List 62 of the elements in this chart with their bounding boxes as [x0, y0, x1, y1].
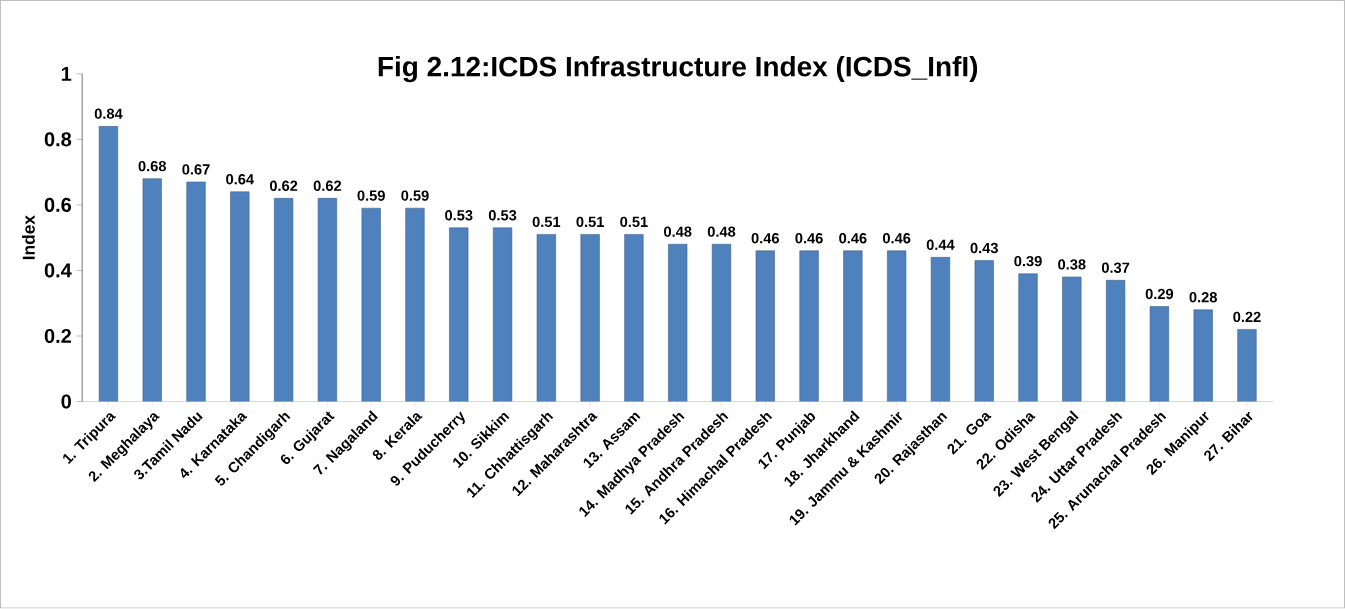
- data-label: 0.22: [1233, 311, 1261, 323]
- data-label: 0.53: [488, 210, 517, 221]
- data-label: 0.48: [707, 226, 736, 238]
- y-tick-label: 0: [61, 394, 71, 409]
- data-label: 0.46: [751, 233, 780, 244]
- data-label: 0.37: [1101, 262, 1130, 274]
- y-tick-label: 0.8: [44, 132, 72, 147]
- data-label: 0.53: [445, 210, 473, 221]
- bar: [1062, 276, 1082, 402]
- data-label: 0.68: [138, 161, 167, 172]
- bar: [405, 208, 425, 402]
- bar: [186, 181, 206, 402]
- data-label: 0.48: [664, 226, 692, 238]
- bar: [1149, 306, 1169, 402]
- data-label: 0.29: [1145, 288, 1174, 300]
- bar: [711, 244, 732, 402]
- bar: [142, 178, 162, 402]
- data-label: 0.51: [576, 216, 604, 228]
- y-tick-label: 1: [61, 67, 72, 81]
- bar: [98, 126, 119, 402]
- data-label: 0.46: [882, 233, 911, 244]
- bar: [755, 250, 775, 402]
- bar: [449, 227, 469, 402]
- y-tick-label: 0.6: [44, 198, 72, 213]
- bar: [1237, 329, 1257, 402]
- data-label: 0.62: [269, 180, 298, 192]
- bar: [317, 198, 337, 402]
- bar: [887, 250, 907, 402]
- data-label: 0.84: [94, 108, 123, 120]
- data-label: 0.28: [1189, 292, 1217, 303]
- data-label: 0.43: [970, 243, 998, 254]
- bar: [843, 250, 863, 402]
- y-axis-title: Index: [22, 215, 35, 260]
- data-label: 0.64: [226, 174, 254, 185]
- chart-title: Fig 2.12:ICDS Infrastructure Index (ICDS_InfI): [378, 56, 978, 83]
- data-label: 0.51: [620, 216, 648, 228]
- data-label: 0.46: [795, 233, 823, 244]
- bar: [1018, 273, 1038, 402]
- bar: [930, 257, 951, 402]
- data-label: 0.39: [1014, 256, 1042, 267]
- data-label: 0.62: [313, 180, 342, 192]
- bar: [1106, 280, 1126, 402]
- data-label: 0.59: [401, 190, 429, 202]
- bar: [974, 260, 994, 402]
- bar: [580, 234, 600, 402]
- bar: [799, 250, 819, 402]
- bar: [536, 234, 556, 402]
- bar: [668, 244, 688, 402]
- bar: [1193, 309, 1213, 402]
- data-label: 0.46: [839, 233, 867, 244]
- data-label: 0.38: [1058, 259, 1086, 270]
- bar: [274, 198, 294, 402]
- data-label: 0.44: [926, 239, 955, 251]
- bar: [361, 208, 381, 402]
- bar: [624, 234, 644, 402]
- data-label: 0.51: [532, 216, 561, 228]
- y-tick-label: 0.2: [44, 329, 71, 344]
- y-tick-label: 0.4: [44, 263, 72, 278]
- data-label: 0.67: [182, 164, 210, 175]
- data-label: 0.59: [357, 190, 385, 202]
- bar: [492, 227, 513, 402]
- bar: [230, 191, 250, 402]
